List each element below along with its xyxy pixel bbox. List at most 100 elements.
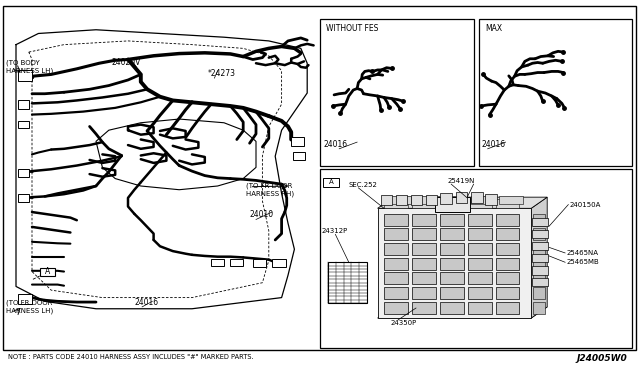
Bar: [384, 302, 408, 314]
Bar: [40, 268, 55, 276]
Bar: [468, 302, 492, 314]
Text: 24010: 24010: [250, 211, 274, 219]
Bar: [499, 196, 523, 204]
Bar: [320, 169, 632, 348]
Bar: [440, 243, 463, 255]
Bar: [496, 214, 520, 226]
Bar: [412, 228, 436, 240]
Bar: [440, 258, 463, 270]
Text: J24005W0: J24005W0: [577, 354, 627, 363]
Bar: [532, 218, 548, 226]
Bar: [468, 214, 492, 226]
Bar: [468, 272, 492, 284]
Text: 240150A: 240150A: [570, 202, 601, 208]
Bar: [387, 196, 411, 204]
Bar: [384, 243, 408, 255]
Bar: [18, 100, 29, 109]
Bar: [533, 272, 545, 284]
Bar: [323, 178, 339, 187]
Bar: [440, 199, 463, 208]
Bar: [328, 262, 367, 303]
Bar: [412, 287, 436, 299]
Bar: [384, 287, 408, 299]
Bar: [230, 259, 243, 266]
Bar: [18, 169, 29, 177]
Bar: [456, 192, 467, 203]
Polygon shape: [531, 197, 547, 318]
Bar: [479, 19, 632, 166]
Bar: [440, 272, 463, 284]
Bar: [440, 214, 463, 226]
Bar: [384, 272, 408, 284]
Bar: [468, 287, 492, 299]
Bar: [471, 196, 495, 204]
Bar: [496, 199, 520, 208]
Text: A: A: [45, 267, 50, 276]
Bar: [211, 259, 224, 266]
Bar: [496, 302, 520, 314]
Bar: [532, 278, 548, 286]
Bar: [412, 243, 436, 255]
Bar: [496, 228, 520, 240]
Bar: [533, 302, 545, 314]
Bar: [272, 259, 286, 267]
Text: 24312P: 24312P: [322, 228, 348, 234]
Bar: [468, 199, 492, 208]
Text: NOTE : PARTS CODE 24010 HARNESS ASSY INCLUDES "#" MARKED PARTS.: NOTE : PARTS CODE 24010 HARNESS ASSY INC…: [8, 354, 253, 360]
Text: (TO FR DOOR
HARNESS RH): (TO FR DOOR HARNESS RH): [246, 183, 294, 197]
Text: 24016: 24016: [482, 140, 506, 149]
Bar: [412, 258, 436, 270]
Bar: [412, 272, 436, 284]
Bar: [396, 195, 407, 205]
Bar: [532, 230, 548, 238]
Text: 24350P: 24350P: [390, 320, 417, 326]
Text: (TO FR DOOR
HARNESS LH): (TO FR DOOR HARNESS LH): [6, 300, 54, 314]
Bar: [471, 192, 483, 203]
Text: 25419N: 25419N: [448, 178, 476, 184]
Bar: [532, 242, 548, 250]
Bar: [533, 258, 545, 270]
Bar: [412, 214, 436, 226]
Bar: [468, 228, 492, 240]
Bar: [440, 228, 463, 240]
Bar: [496, 243, 520, 255]
Bar: [384, 199, 408, 208]
Text: A: A: [329, 179, 333, 185]
Bar: [496, 272, 520, 284]
Bar: [533, 287, 545, 299]
Bar: [426, 195, 437, 205]
Bar: [411, 195, 422, 205]
Bar: [496, 258, 520, 270]
Polygon shape: [378, 208, 531, 318]
Bar: [440, 302, 463, 314]
Bar: [293, 152, 305, 160]
Bar: [533, 243, 545, 255]
Bar: [381, 195, 392, 205]
Bar: [384, 258, 408, 270]
Text: (TO BODY
HARNESS LH): (TO BODY HARNESS LH): [6, 60, 54, 74]
Text: 24016: 24016: [134, 298, 159, 307]
Bar: [412, 199, 436, 208]
Bar: [415, 196, 439, 204]
Bar: [435, 197, 470, 212]
Bar: [468, 243, 492, 255]
Text: WITHOUT FES: WITHOUT FES: [326, 24, 379, 33]
Bar: [440, 287, 463, 299]
Bar: [533, 214, 545, 226]
Bar: [440, 193, 452, 204]
Bar: [412, 302, 436, 314]
Text: 25465MB: 25465MB: [566, 259, 599, 265]
Bar: [18, 70, 32, 81]
Bar: [320, 19, 474, 166]
Text: 24020V: 24020V: [112, 58, 141, 67]
Bar: [253, 259, 266, 267]
Bar: [485, 194, 497, 205]
Bar: [532, 254, 548, 262]
Bar: [496, 287, 520, 299]
Text: 24016: 24016: [323, 140, 348, 149]
Bar: [18, 121, 29, 128]
Bar: [384, 228, 408, 240]
Text: SEC.252: SEC.252: [349, 182, 378, 188]
Bar: [18, 194, 29, 202]
Bar: [468, 258, 492, 270]
